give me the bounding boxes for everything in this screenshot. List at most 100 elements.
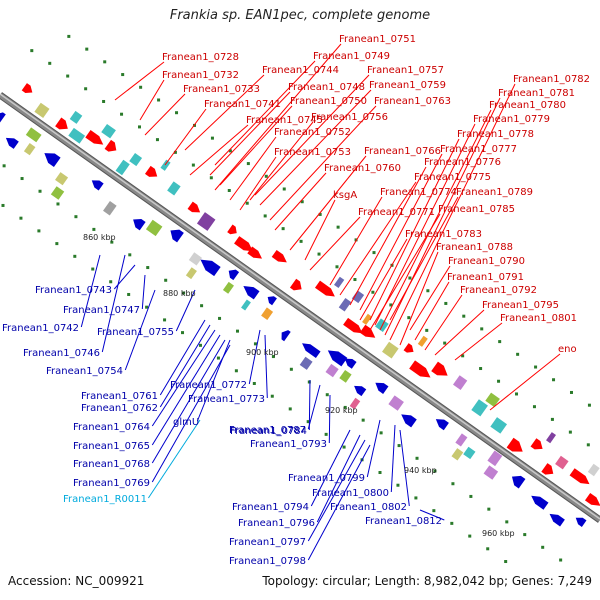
gene-arrow xyxy=(569,468,590,485)
gene-label-plus: Franean1_0748 xyxy=(288,82,365,93)
tick-mark xyxy=(103,60,107,64)
gene-label-plus: Franean1_0775 xyxy=(414,172,491,183)
gene-arrow xyxy=(403,343,414,353)
gene-block xyxy=(101,123,116,139)
gene-label-plus: Franean1_0753 xyxy=(274,147,351,158)
genome-summary-text: Topology: circular; Length: 8,982,042 bp… xyxy=(262,574,592,588)
leader-line xyxy=(239,156,277,211)
gene-arrow xyxy=(281,330,291,342)
gene-block xyxy=(69,110,83,124)
kbp-position-label: 960 kbp xyxy=(482,529,515,538)
tick-mark xyxy=(67,34,71,38)
tick-mark xyxy=(2,164,6,168)
tick-mark xyxy=(120,112,124,116)
gene-label-minus: glmU xyxy=(173,417,199,428)
gene-label-minus: Franean1_0773 xyxy=(188,394,265,405)
gene-arrow xyxy=(354,385,367,397)
tick-mark xyxy=(253,342,257,346)
gene-label-minus: Franean1_0755 xyxy=(97,327,174,338)
gene-label-minus: Franean1_0796 xyxy=(238,518,315,529)
gene-block xyxy=(555,455,569,470)
kbp-position-label: 880 kbp xyxy=(163,289,196,298)
tick-mark xyxy=(102,99,106,103)
leader-line xyxy=(434,309,485,356)
tick-mark xyxy=(534,365,538,369)
gene-arrow xyxy=(247,246,262,259)
tick-mark xyxy=(343,405,347,409)
gene-block xyxy=(299,356,313,370)
tick-mark xyxy=(389,303,393,307)
gene-label-plus: Franean1_0757 xyxy=(367,65,444,76)
gene-block xyxy=(325,363,339,378)
tick-mark xyxy=(342,445,346,449)
gene-label-minus: Franean1_0747 xyxy=(63,305,140,316)
gene-arrow xyxy=(375,382,389,394)
leader-line xyxy=(454,322,503,361)
gene-block xyxy=(485,392,500,408)
tick-mark xyxy=(73,254,77,258)
gene-label-plus: Franean1_0732 xyxy=(162,70,239,81)
gene-arrow xyxy=(327,350,348,367)
gene-block xyxy=(417,335,428,347)
tick-mark xyxy=(372,251,376,255)
gene-arrow xyxy=(511,475,526,489)
leader-line xyxy=(419,509,445,521)
gene-arrow xyxy=(104,139,117,152)
tick-mark xyxy=(263,214,267,218)
tick-mark xyxy=(48,61,52,65)
gene-label-minus: Franean1_0761 xyxy=(81,391,158,402)
gene-arrow xyxy=(530,438,543,450)
gene-label-minus: Franean1_0798 xyxy=(229,556,306,567)
gene-arrow xyxy=(401,414,417,428)
leader-line xyxy=(304,199,336,261)
leader-line xyxy=(424,294,463,351)
tick-mark xyxy=(145,305,149,309)
gene-block xyxy=(483,465,499,480)
leader-line xyxy=(144,93,186,136)
leader-line xyxy=(254,74,370,196)
tick-mark xyxy=(121,73,125,77)
gene-arrow xyxy=(506,437,523,452)
gene-block xyxy=(115,159,130,176)
leader-line xyxy=(359,153,443,311)
tick-mark xyxy=(451,482,455,486)
leader-line xyxy=(101,254,126,353)
tick-mark xyxy=(138,125,142,129)
tick-mark xyxy=(173,150,177,154)
gene-label-minus: Franean1_0802 xyxy=(330,502,407,513)
gene-label-minus: Franean1_0799 xyxy=(288,473,365,484)
gene-arrow xyxy=(531,495,549,510)
tick-mark xyxy=(92,227,96,231)
tick-mark xyxy=(586,443,590,447)
gene-block xyxy=(388,395,404,411)
gene-label-plus: Franean1_0771 xyxy=(358,207,435,218)
tick-marks xyxy=(1,34,591,564)
gene-arrow xyxy=(344,358,357,369)
leader-line xyxy=(219,105,293,186)
gene-arrow xyxy=(170,229,184,243)
leader-line xyxy=(151,334,221,446)
gene-block xyxy=(23,143,36,156)
tick-mark xyxy=(181,331,185,335)
tick-mark xyxy=(532,405,536,409)
tick-mark xyxy=(306,420,310,424)
gene-block xyxy=(382,341,399,359)
tick-mark xyxy=(246,162,250,166)
leader-line xyxy=(139,79,165,121)
tick-mark xyxy=(397,444,401,448)
kbp-position-label: 860 kbp xyxy=(83,233,116,242)
gene-arrow xyxy=(91,180,104,191)
tick-mark xyxy=(210,136,214,140)
gene-block xyxy=(261,307,274,320)
gene-label-minus: Franean1_0764 xyxy=(73,422,150,433)
tick-mark xyxy=(216,356,220,360)
gene-arrow xyxy=(21,83,33,93)
tick-mark xyxy=(281,227,285,231)
gene-arrow xyxy=(343,317,363,334)
tick-mark xyxy=(110,240,114,244)
gene-block xyxy=(188,252,203,266)
gene-label-plus: Franean1_0763 xyxy=(374,96,451,107)
gene-arrow xyxy=(55,117,68,130)
gene-arrow xyxy=(541,463,554,475)
leader-line xyxy=(124,289,156,371)
